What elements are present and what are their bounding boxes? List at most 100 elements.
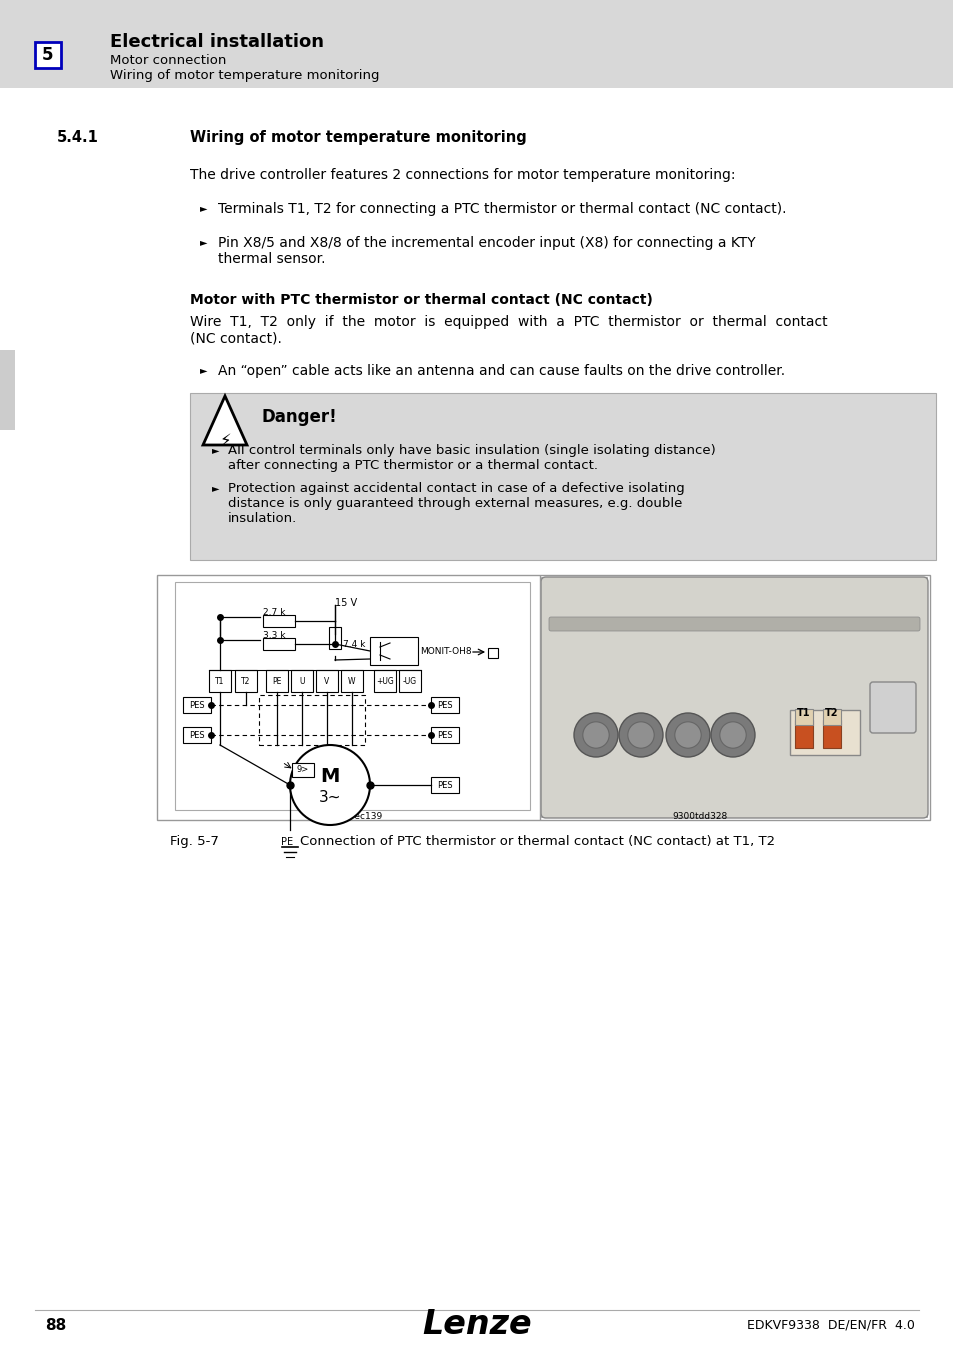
Text: -UG: -UG xyxy=(402,678,416,687)
Text: Fig. 5-7: Fig. 5-7 xyxy=(170,836,218,848)
Text: Wire  T1,  T2  only  if  the  motor  is  equipped  with  a  PTC  thermistor  or : Wire T1, T2 only if the motor is equippe… xyxy=(190,315,827,329)
Circle shape xyxy=(627,722,654,748)
Text: PES: PES xyxy=(189,701,205,710)
Text: ⚡: ⚡ xyxy=(219,432,231,450)
FancyBboxPatch shape xyxy=(548,617,919,630)
Text: Protection against accidental contact in case of a defective isolating: Protection against accidental contact in… xyxy=(228,482,684,495)
Circle shape xyxy=(290,745,370,825)
Text: +UG: +UG xyxy=(375,678,394,687)
Bar xyxy=(374,670,395,693)
Text: 9300tdd328: 9300tdd328 xyxy=(672,811,727,821)
Bar xyxy=(431,697,458,713)
Circle shape xyxy=(665,713,709,757)
Text: thermal sensor.: thermal sensor. xyxy=(218,252,325,266)
Bar xyxy=(794,720,812,748)
Bar xyxy=(431,728,458,743)
Polygon shape xyxy=(203,396,247,446)
Text: MONIT-OH8: MONIT-OH8 xyxy=(419,648,471,656)
Bar xyxy=(266,670,288,693)
Circle shape xyxy=(710,713,754,757)
Text: V: V xyxy=(324,678,330,687)
Text: 3~: 3~ xyxy=(318,790,341,805)
Text: 2.7 k: 2.7 k xyxy=(263,608,285,617)
Text: ►: ► xyxy=(212,446,219,455)
Bar xyxy=(157,575,929,819)
Bar xyxy=(263,616,294,626)
Text: 5.4.1: 5.4.1 xyxy=(57,130,99,144)
Circle shape xyxy=(674,722,700,748)
Text: Pin X8/5 and X8/8 of the incremental encoder input (X8) for connecting a KTY: Pin X8/5 and X8/8 of the incremental enc… xyxy=(218,236,755,250)
Text: 9300vec139: 9300vec139 xyxy=(327,811,383,821)
Text: 5: 5 xyxy=(42,46,53,63)
Bar xyxy=(540,576,927,818)
Circle shape xyxy=(720,722,745,748)
Bar xyxy=(35,42,61,68)
Bar xyxy=(183,697,211,713)
Text: An “open” cable acts like an antenna and can cause faults on the drive controlle: An “open” cable acts like an antenna and… xyxy=(218,364,784,378)
Bar xyxy=(291,670,313,693)
Bar xyxy=(0,0,953,88)
Text: Terminals T1, T2 for connecting a PTC thermistor or thermal contact (NC contact): Terminals T1, T2 for connecting a PTC th… xyxy=(218,202,785,216)
Text: W: W xyxy=(348,678,355,687)
Circle shape xyxy=(618,713,662,757)
Text: 7.4 k: 7.4 k xyxy=(343,640,365,649)
Text: ►: ► xyxy=(200,202,208,213)
Text: PES: PES xyxy=(436,780,453,790)
Text: 3.3 k: 3.3 k xyxy=(263,630,285,640)
Bar xyxy=(370,637,417,666)
Bar xyxy=(789,710,859,755)
Bar xyxy=(315,670,337,693)
Text: PES: PES xyxy=(189,730,205,740)
Text: ►: ► xyxy=(212,483,219,493)
Bar xyxy=(340,670,363,693)
Text: PES: PES xyxy=(436,730,453,740)
Text: ►: ► xyxy=(200,364,208,375)
Text: Lenze: Lenze xyxy=(422,1308,531,1342)
Bar xyxy=(822,720,841,748)
Bar xyxy=(263,639,294,649)
Text: PES: PES xyxy=(436,701,453,710)
Text: T2: T2 xyxy=(824,707,838,718)
Text: T1: T1 xyxy=(797,707,810,718)
Text: EDKVF9338  DE/EN/FR  4.0: EDKVF9338 DE/EN/FR 4.0 xyxy=(746,1319,914,1331)
Bar xyxy=(431,778,458,792)
FancyBboxPatch shape xyxy=(540,576,927,818)
Circle shape xyxy=(582,722,609,748)
Text: Motor with PTC thermistor or thermal contact (NC contact): Motor with PTC thermistor or thermal con… xyxy=(190,293,652,306)
Text: All control terminals only have basic insulation (single isolating distance): All control terminals only have basic in… xyxy=(228,444,715,458)
Text: Wiring of motor temperature monitoring: Wiring of motor temperature monitoring xyxy=(190,130,526,144)
Text: Connection of PTC thermistor or thermal contact (NC contact) at T1, T2: Connection of PTC thermistor or thermal … xyxy=(299,836,774,848)
Text: 88: 88 xyxy=(45,1318,66,1332)
Bar xyxy=(174,582,530,810)
Text: 9>: 9> xyxy=(296,765,309,775)
Bar xyxy=(398,670,420,693)
Text: insulation.: insulation. xyxy=(228,512,297,525)
FancyBboxPatch shape xyxy=(869,682,915,733)
Text: PE: PE xyxy=(280,837,293,846)
Text: ►: ► xyxy=(200,238,208,247)
Text: Electrical installation: Electrical installation xyxy=(110,32,324,51)
Bar xyxy=(234,670,256,693)
Text: distance is only guaranteed through external measures, e.g. double: distance is only guaranteed through exte… xyxy=(228,497,681,510)
Bar xyxy=(822,709,841,725)
Circle shape xyxy=(574,713,618,757)
Text: Danger!: Danger! xyxy=(262,408,337,427)
Bar xyxy=(258,695,365,745)
Text: M: M xyxy=(320,768,339,787)
Text: The drive controller features 2 connections for motor temperature monitoring:: The drive controller features 2 connecti… xyxy=(190,167,735,182)
Text: (NC contact).: (NC contact). xyxy=(190,331,281,346)
Text: T1: T1 xyxy=(215,678,225,687)
Text: PE: PE xyxy=(272,678,281,687)
Text: Wiring of motor temperature monitoring: Wiring of motor temperature monitoring xyxy=(110,69,379,82)
Text: Motor connection: Motor connection xyxy=(110,54,226,66)
Text: 15 V: 15 V xyxy=(335,598,356,608)
Bar xyxy=(190,393,935,560)
Bar xyxy=(0,350,15,431)
Bar xyxy=(794,709,812,725)
Bar xyxy=(329,626,340,649)
Text: T2: T2 xyxy=(241,678,251,687)
Bar xyxy=(488,648,497,657)
Text: after connecting a PTC thermistor or a thermal contact.: after connecting a PTC thermistor or a t… xyxy=(228,459,598,472)
Bar xyxy=(183,728,211,743)
Bar xyxy=(209,670,231,693)
